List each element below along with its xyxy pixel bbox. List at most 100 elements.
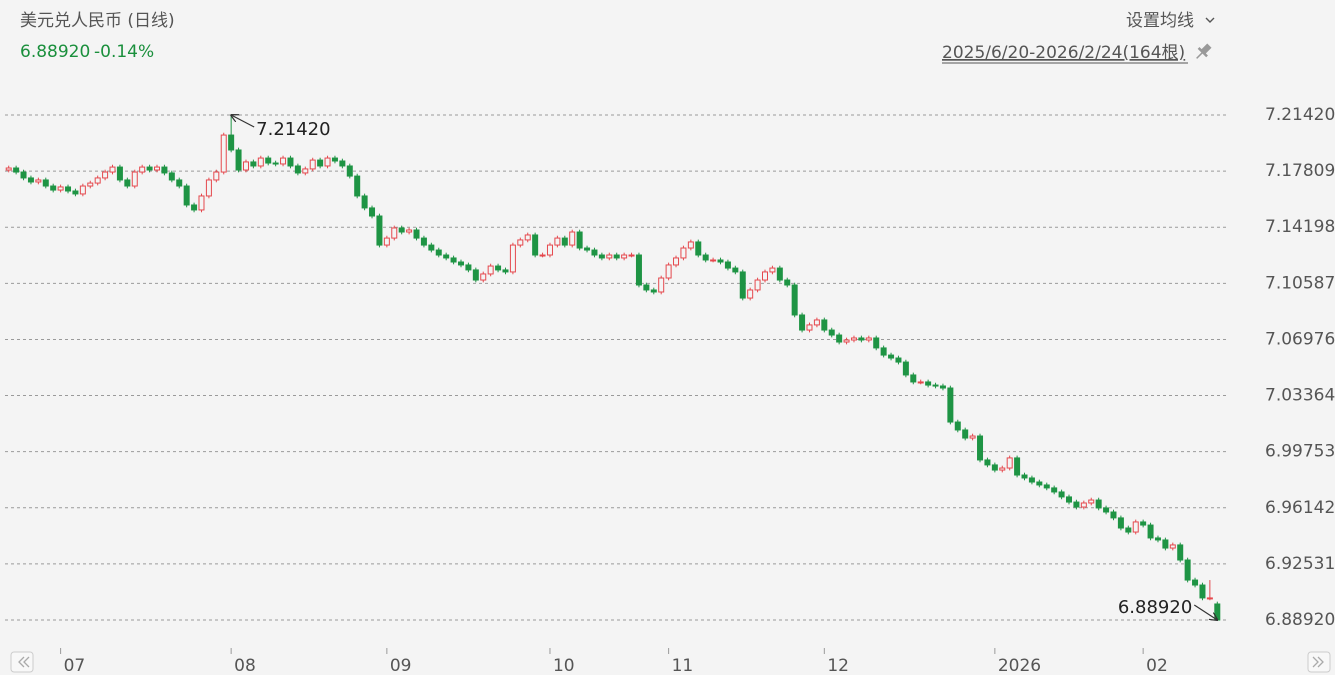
candle-body	[598, 254, 605, 259]
candle-body	[35, 179, 42, 183]
candle-body	[361, 195, 368, 209]
candle-body	[865, 337, 872, 341]
candle-body	[821, 319, 828, 331]
candle-body	[443, 254, 450, 259]
candle-body	[198, 195, 205, 211]
annotation-label: 7.21420	[256, 119, 330, 140]
candle-body	[858, 337, 865, 341]
candle-body	[1214, 603, 1221, 621]
candle-body	[205, 179, 212, 197]
candle-body	[791, 284, 798, 316]
candle-body	[895, 357, 902, 363]
candle-body	[450, 257, 457, 263]
candle-body	[57, 186, 64, 191]
candle-body	[354, 175, 361, 197]
candle-body	[1147, 524, 1154, 539]
candle-body	[413, 229, 420, 239]
ma-setting[interactable]: 设置均线	[1126, 11, 1194, 31]
candle-body	[176, 179, 183, 187]
candle-body	[5, 167, 12, 171]
candle-body	[999, 467, 1006, 471]
candle-body	[613, 254, 620, 259]
candle-body	[991, 464, 998, 471]
candle-body	[406, 229, 413, 233]
candle-body	[139, 166, 146, 173]
candle-body	[27, 177, 34, 183]
candle-body	[435, 249, 442, 256]
candle-body	[969, 435, 976, 439]
annotation-arrow	[1193, 604, 1217, 620]
candle-body	[1051, 487, 1058, 493]
candle-body	[1073, 501, 1080, 508]
candle-body	[1066, 496, 1072, 503]
candle-body	[680, 247, 687, 259]
dropdown-chevron[interactable]	[1205, 17, 1215, 23]
candle-body	[324, 157, 331, 167]
candle-body	[658, 277, 665, 293]
candle-body	[109, 166, 116, 173]
candle-body	[784, 279, 791, 286]
x-tick-label: 2026	[998, 656, 1041, 675]
candle-body	[235, 149, 242, 171]
candle-body	[458, 261, 464, 266]
date-range[interactable]: 2025/6/20-2026/2/24(164根)	[942, 43, 1185, 63]
pin-icon[interactable]	[1192, 41, 1213, 62]
candle-body	[524, 234, 531, 241]
candle-body	[472, 269, 479, 281]
candle-body	[517, 239, 524, 246]
chart-title: 美元兑人民币 (日线)	[20, 11, 175, 31]
candle-body	[910, 374, 917, 383]
x-tick-label: 12	[827, 656, 849, 675]
scroll-right[interactable]	[1307, 651, 1331, 673]
candle-body	[272, 162, 279, 165]
x-tick-label: 07	[64, 656, 86, 675]
candle-body	[710, 259, 717, 262]
x-tick-label: 02	[1146, 656, 1168, 675]
candle-body	[717, 259, 724, 263]
candle-body	[1162, 539, 1169, 549]
candle-body	[1125, 527, 1132, 533]
candle-body	[420, 237, 427, 246]
candle-body	[428, 244, 435, 251]
candle-body	[947, 387, 954, 423]
candle-body	[1132, 521, 1139, 533]
x-tick-label: 11	[672, 656, 694, 675]
candle-body	[643, 284, 650, 291]
candle-body	[509, 244, 516, 273]
candle-body	[584, 247, 591, 251]
candle-body	[546, 244, 553, 256]
candle-body	[191, 204, 198, 211]
candle-body	[302, 168, 309, 174]
candle-body	[932, 384, 939, 387]
candle-body	[65, 186, 72, 192]
candle-body	[806, 324, 813, 331]
candle-body	[1169, 544, 1176, 549]
y-tick-label: 6.92531	[1265, 554, 1335, 574]
y-tick-label: 7.06976	[1265, 329, 1335, 349]
candle-body	[724, 261, 731, 269]
candle-body	[465, 264, 472, 271]
candle-body	[287, 157, 294, 167]
candle-body	[87, 182, 94, 187]
candle-body	[346, 165, 353, 177]
candle-body	[939, 385, 946, 389]
candle-body	[813, 319, 820, 326]
candle-body	[1110, 511, 1117, 519]
candle-body	[650, 289, 657, 293]
candle-body	[1080, 502, 1087, 508]
candle-body	[1103, 507, 1110, 513]
scroll-left[interactable]	[10, 651, 34, 673]
candle-body	[242, 161, 249, 171]
candle-body	[888, 354, 895, 359]
y-tick-label: 7.17809	[1265, 161, 1335, 181]
candle-body	[294, 165, 301, 174]
x-tick-label: 10	[553, 656, 575, 675]
candle-body	[72, 190, 79, 195]
candle-body	[828, 329, 835, 336]
candle-body	[754, 279, 761, 291]
candle-body	[569, 231, 576, 246]
candle-body	[1028, 477, 1035, 483]
candle-body	[917, 381, 924, 384]
candle-body	[1095, 499, 1102, 509]
